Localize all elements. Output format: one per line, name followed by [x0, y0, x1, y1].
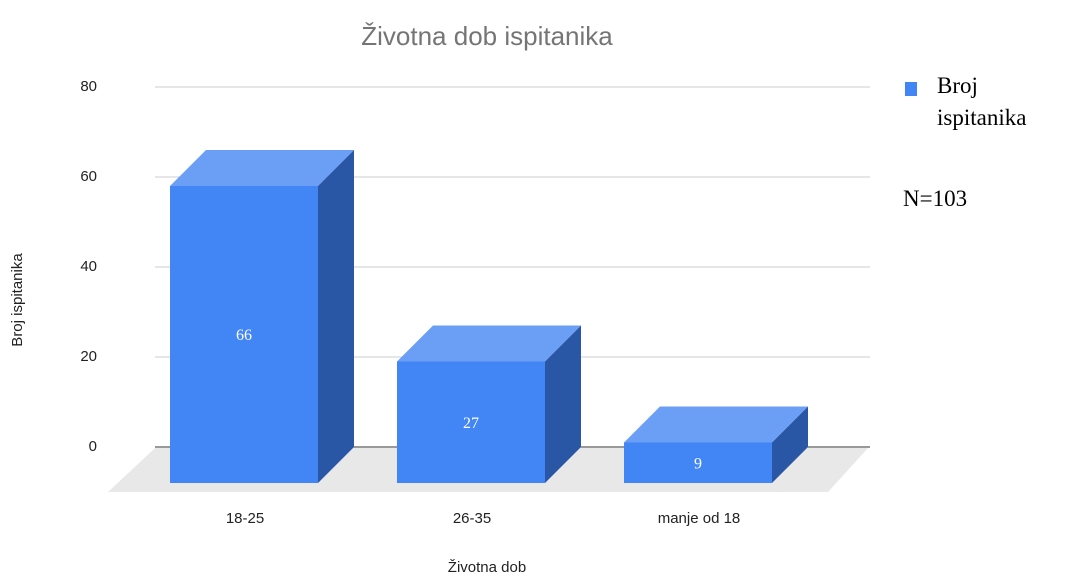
y-tick-label: 40 — [80, 258, 97, 275]
bar-side — [545, 325, 581, 483]
value-label: 9 — [694, 455, 702, 472]
bar-top — [170, 150, 354, 186]
y-tick-label: 20 — [80, 348, 97, 365]
y-axis-label: Broj ispitanika — [9, 253, 26, 347]
chart-title: Životna dob ispitanika — [361, 21, 613, 51]
legend-text: Broj ispitanika — [937, 73, 1027, 130]
x-tick-label: manje od 18 — [658, 510, 741, 527]
x-axis-label: Životna dob — [448, 559, 526, 576]
bar-top — [397, 325, 581, 362]
y-tick-label: 80 — [80, 78, 97, 95]
y-tick-label: 0 — [89, 438, 97, 455]
bar — [170, 186, 318, 483]
bar-top — [624, 406, 808, 443]
annotation: N=103 — [903, 186, 968, 211]
value-label: 66 — [236, 327, 252, 344]
bar — [624, 442, 772, 483]
value-label: 27 — [463, 415, 479, 432]
x-tick-label: 18-25 — [226, 510, 264, 527]
x-tick-label: 26-35 — [453, 510, 491, 527]
bar — [397, 361, 545, 483]
y-tick-label: 60 — [80, 168, 97, 185]
legend-swatch — [905, 82, 917, 96]
bar-side — [318, 150, 354, 483]
bar-side — [772, 406, 808, 483]
